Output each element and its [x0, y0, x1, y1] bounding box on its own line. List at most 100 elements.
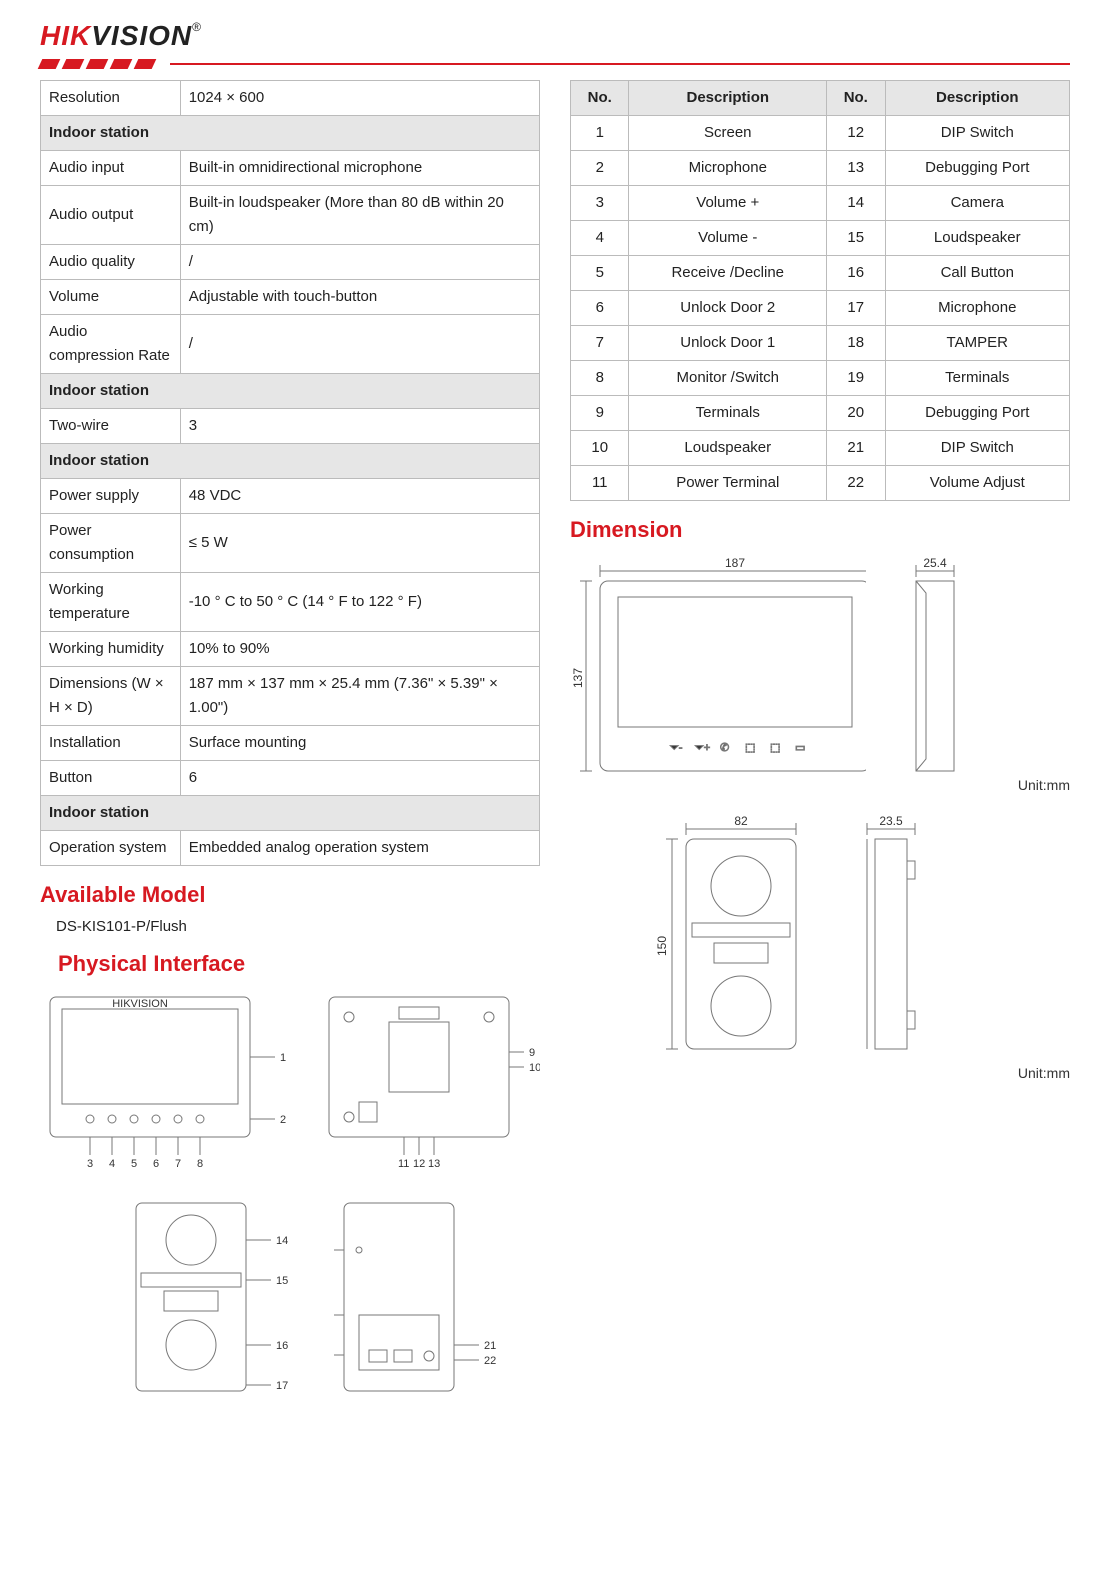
svg-text:82: 82 — [735, 814, 749, 828]
table-cell: Camera — [885, 186, 1069, 221]
table-row: 3Volume +14Camera — [571, 186, 1070, 221]
spec-label: Button — [41, 761, 181, 796]
section-header: Indoor station — [41, 116, 540, 151]
table-row: Power consumption≤ 5 W — [41, 514, 540, 573]
svg-text:150: 150 — [655, 936, 669, 956]
table-row: 11Power Terminal22Volume Adjust — [571, 466, 1070, 501]
svg-text:187: 187 — [725, 556, 745, 570]
column-header: No. — [571, 81, 629, 116]
table-cell: 15 — [827, 221, 885, 256]
table-cell: Terminals — [629, 396, 827, 431]
table-cell: 3 — [571, 186, 629, 221]
spec-value: 48 VDC — [180, 479, 539, 514]
table-cell: Monitor /Switch — [629, 361, 827, 396]
table-row: Power supply48 VDC — [41, 479, 540, 514]
table-cell: Loudspeaker — [629, 431, 827, 466]
dimension-door-side: 23.5 — [847, 811, 947, 1081]
brand-reg: ® — [192, 20, 202, 34]
spec-value: 10% to 90% — [180, 632, 539, 667]
svg-text:25.4: 25.4 — [924, 556, 948, 570]
table-cell: 20 — [827, 396, 885, 431]
svg-text:⬚: ⬚ — [745, 742, 755, 754]
table-row: Dimensions (W × H × D)187 mm × 137 mm × … — [41, 667, 540, 726]
table-row: Working humidity10% to 90% — [41, 632, 540, 667]
physical-interface-diagrams: HIKVISION 1 2 3 4 5 6 7 8 — [40, 987, 540, 1405]
svg-text:5: 5 — [131, 1158, 137, 1170]
table-row: Indoor station — [41, 444, 540, 479]
table-cell: Volume Adjust — [885, 466, 1069, 501]
spec-value: / — [180, 315, 539, 374]
table-cell: 5 — [571, 256, 629, 291]
table-cell: Microphone — [885, 291, 1069, 326]
svg-text:13: 13 — [428, 1158, 440, 1170]
svg-text:22: 22 — [484, 1355, 496, 1367]
svg-text:10: 10 — [529, 1062, 540, 1074]
spec-value: Built-in omnidirectional microphone — [180, 151, 539, 186]
table-cell: 16 — [827, 256, 885, 291]
unit-label-2: Unit:mm — [1007, 1065, 1070, 1081]
table-cell: Debugging Port — [885, 151, 1069, 186]
svg-text:6: 6 — [153, 1158, 159, 1170]
spec-value: Surface mounting — [180, 726, 539, 761]
table-row: VolumeAdjustable with touch-button — [41, 280, 540, 315]
table-row: 7Unlock Door 118TAMPER — [571, 326, 1070, 361]
table-row: 6Unlock Door 217Microphone — [571, 291, 1070, 326]
spec-value: ≤ 5 W — [180, 514, 539, 573]
spec-label: Power supply — [41, 479, 181, 514]
column-header: Description — [629, 81, 827, 116]
table-cell: Volume - — [629, 221, 827, 256]
svg-text:14: 14 — [276, 1235, 288, 1247]
table-row: Indoor station — [41, 374, 540, 409]
table-cell: Loudspeaker — [885, 221, 1069, 256]
left-column: Resolution1024 × 600Indoor stationAudio … — [40, 80, 540, 1423]
svg-text:⏷-: ⏷- — [670, 742, 683, 754]
spec-value: 6 — [180, 761, 539, 796]
table-row: 8Monitor /Switch19Terminals — [571, 361, 1070, 396]
table-row: Button6 — [41, 761, 540, 796]
diagram-door-back: 18 19 20 21 22 — [334, 1195, 540, 1405]
dimension-door-front: 82 150 — [636, 811, 817, 1081]
table-row: InstallationSurface mounting — [41, 726, 540, 761]
svg-text:11: 11 — [398, 1158, 409, 1170]
table-row: 4Volume -15Loudspeaker — [571, 221, 1070, 256]
table-row: 5Receive /Decline16Call Button — [571, 256, 1070, 291]
svg-text:⏷+: ⏷+ — [695, 742, 710, 754]
table-cell: 1 — [571, 116, 629, 151]
svg-text:15: 15 — [276, 1275, 288, 1287]
table-row: 2Microphone13Debugging Port — [571, 151, 1070, 186]
main-columns: Resolution1024 × 600Indoor stationAudio … — [40, 80, 1070, 1423]
section-header: Indoor station — [41, 796, 540, 831]
table-cell: 22 — [827, 466, 885, 501]
spec-value: Adjustable with touch-button — [180, 280, 539, 315]
spec-value: -10 ° C to 50 ° C (14 ° F to 122 ° F) — [180, 573, 539, 632]
spec-label: Dimensions (W × H × D) — [41, 667, 181, 726]
svg-text:▭: ▭ — [795, 742, 805, 754]
spec-label: Working humidity — [41, 632, 181, 667]
spec-label: Audio output — [41, 186, 181, 245]
table-row: Two-wire3 — [41, 409, 540, 444]
table-row: Working temperature-10 ° C to 50 ° C (14… — [41, 573, 540, 632]
table-cell: 18 — [827, 326, 885, 361]
table-cell: Unlock Door 2 — [629, 291, 827, 326]
svg-text:7: 7 — [175, 1158, 181, 1170]
column-header: No. — [827, 81, 885, 116]
table-cell: 2 — [571, 151, 629, 186]
diagram-indoor-back: 9 10 11 12 13 — [319, 987, 540, 1177]
heading-dimension: Dimension — [570, 517, 1070, 543]
spec-label: Working temperature — [41, 573, 181, 632]
svg-text:17: 17 — [276, 1380, 288, 1392]
svg-text:3: 3 — [87, 1158, 93, 1170]
svg-text:HIKVISION: HIKVISION — [112, 998, 168, 1010]
svg-text:4: 4 — [109, 1158, 115, 1170]
spec-label: Audio quality — [41, 245, 181, 280]
spec-label: Power consumption — [41, 514, 181, 573]
spec-value: 3 — [180, 409, 539, 444]
table-row: Audio inputBuilt-in omnidirectional micr… — [41, 151, 540, 186]
brand-part2: VISION — [91, 20, 192, 51]
svg-text:23.5: 23.5 — [879, 814, 903, 828]
unit-label-1: Unit:mm — [1007, 777, 1070, 793]
spec-value: Embedded analog operation system — [180, 831, 539, 866]
table-cell: 4 — [571, 221, 629, 256]
table-row: Resolution1024 × 600 — [41, 81, 540, 116]
spec-value: / — [180, 245, 539, 280]
